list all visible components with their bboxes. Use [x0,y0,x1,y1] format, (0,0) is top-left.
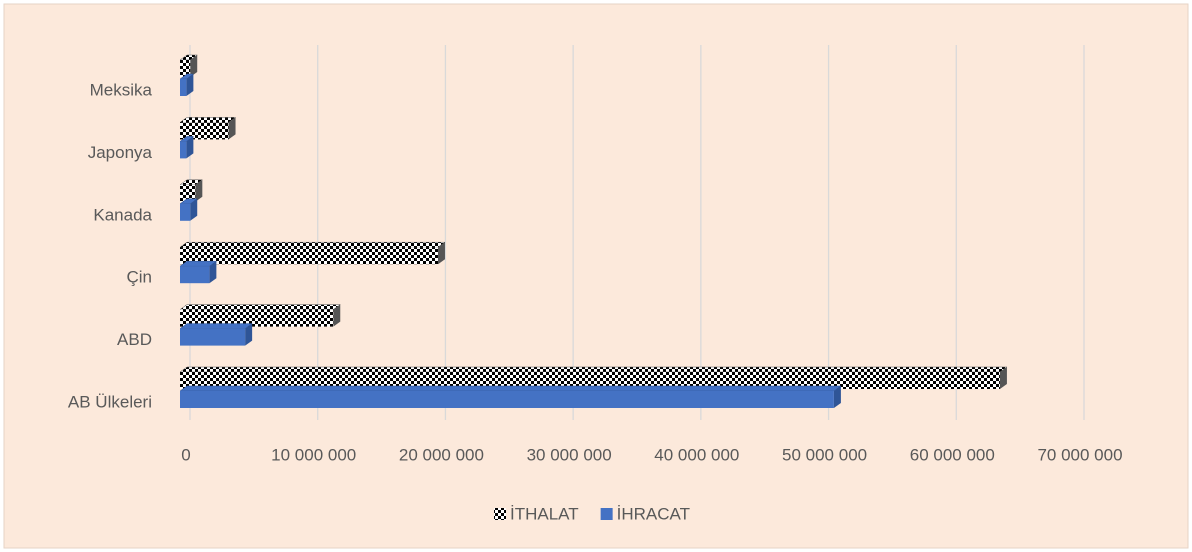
y-tick-label: ABD [117,330,152,349]
legend-label: İHRACAT [617,504,690,523]
bar [180,141,187,159]
bar-side [999,367,1007,389]
bar-top [179,385,842,392]
x-tick-label: 20 000 000 [399,445,484,464]
bar-top [179,241,446,248]
bar [180,184,196,202]
bar-side [209,261,217,284]
bar-top [179,366,1008,373]
x-tick-label: 30 000 000 [527,445,612,464]
y-tick-label: Kanada [93,205,152,224]
bar-side [437,242,445,265]
x-tick-label: 50 000 000 [782,445,867,464]
bar [180,328,246,346]
bar-top [179,323,253,329]
legend-label: İTHALAT [510,504,579,523]
x-tick-label: 70 000 000 [1037,445,1122,464]
bar [180,309,334,327]
bar [180,247,438,265]
y-tick-label: Çin [126,268,152,287]
y-tick-label: AB Ülkeleri [68,392,152,411]
y-tick-label: Japonya [88,143,153,162]
bar-side [186,136,194,159]
bar [180,266,210,284]
bar-side [228,117,236,140]
bar [180,372,1000,389]
bar [180,79,187,96]
bar [180,122,229,140]
x-tick-label: 60 000 000 [910,445,995,464]
bar-side [833,386,841,408]
bar-side [245,323,253,346]
legend-swatch [600,508,613,520]
bar-top [179,117,237,123]
legend-swatch [494,508,506,520]
x-tick-label: 10 000 000 [271,445,356,464]
bar-side [190,55,198,77]
bar [180,203,191,221]
bar [180,391,834,408]
x-tick-label: 40 000 000 [654,445,739,464]
bar-side [195,179,203,202]
bar-side [190,198,198,221]
x-tick-label: 0 [181,445,190,464]
y-tick-label: Meksika [90,80,153,99]
bar [180,60,191,77]
bar-side [186,74,194,96]
bar-top [179,304,342,310]
bar-side [333,304,341,327]
